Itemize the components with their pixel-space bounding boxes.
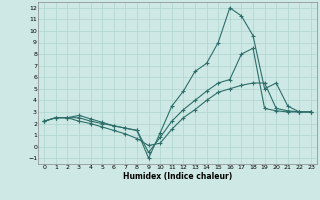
X-axis label: Humidex (Indice chaleur): Humidex (Indice chaleur) [123,172,232,181]
